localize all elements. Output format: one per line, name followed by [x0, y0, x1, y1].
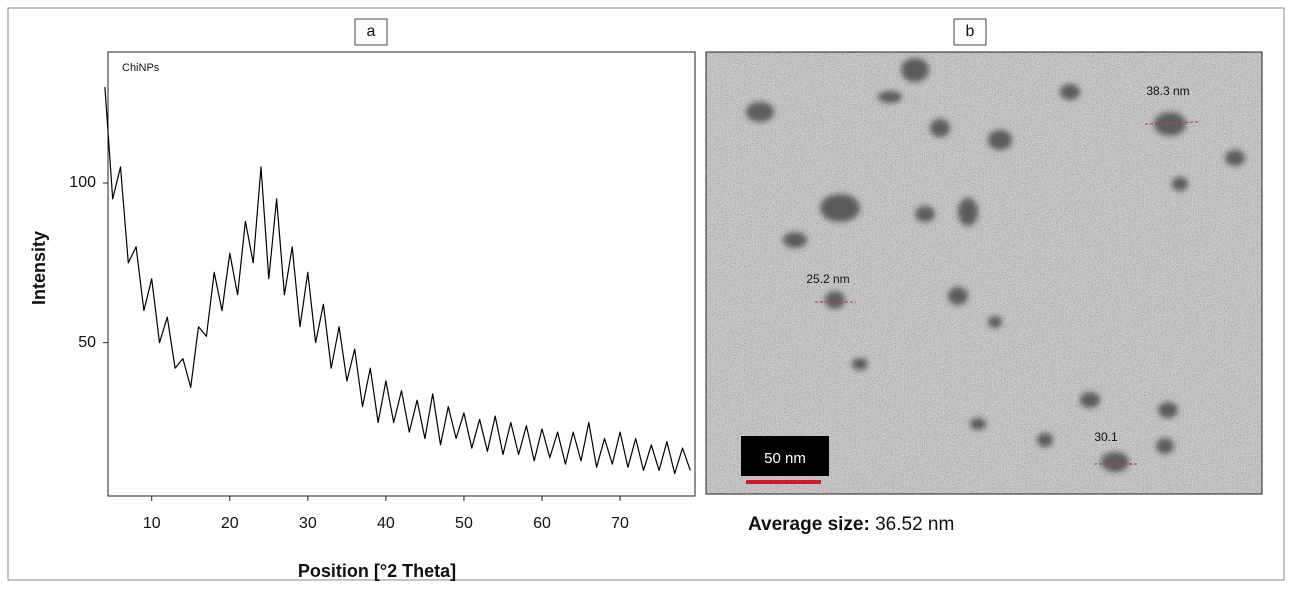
panel-label: b — [966, 23, 975, 40]
series-label: ChiNPs — [122, 62, 160, 74]
y-tick-label: 100 — [69, 174, 96, 191]
xrd-line — [104, 87, 691, 475]
particles — [746, 58, 1245, 472]
annotation: 30.1 — [1094, 430, 1118, 444]
plot: 10 20 30 40 50 60 70 50 100 — [69, 87, 691, 532]
outer-frame — [7, 7, 1285, 581]
caption-label: Average size: — [748, 514, 870, 535]
x-tick-label: 60 — [533, 515, 551, 532]
y-axis-title: Intensity — [29, 231, 49, 305]
x-axis-title: Position [°2 Theta] — [298, 561, 456, 581]
panel-label-box — [953, 18, 987, 46]
measure-lines — [815, 121, 1199, 465]
panel-label-box — [354, 18, 388, 46]
scale-bar-box — [741, 436, 829, 476]
annotation: 25.2 nm — [806, 272, 849, 286]
image-frame — [705, 51, 1263, 495]
x-tick-label: 50 — [455, 515, 473, 532]
x-tick-label: 30 — [299, 515, 317, 532]
caption: Average size: 36.52 nm — [748, 514, 954, 535]
panel-label: a — [367, 23, 376, 40]
x-tick-label: 10 — [143, 515, 161, 532]
y-tick-label: 50 — [78, 334, 96, 351]
x-tick-label: 70 — [611, 515, 629, 532]
x-tick-label: 20 — [221, 515, 239, 532]
caption-value: 36.52 nm — [875, 514, 954, 535]
scale-bar-label: 50 nm — [764, 450, 806, 467]
plot-area — [107, 51, 696, 497]
annotation: 38.3 nm — [1146, 84, 1189, 98]
x-tick-label: 40 — [377, 515, 395, 532]
